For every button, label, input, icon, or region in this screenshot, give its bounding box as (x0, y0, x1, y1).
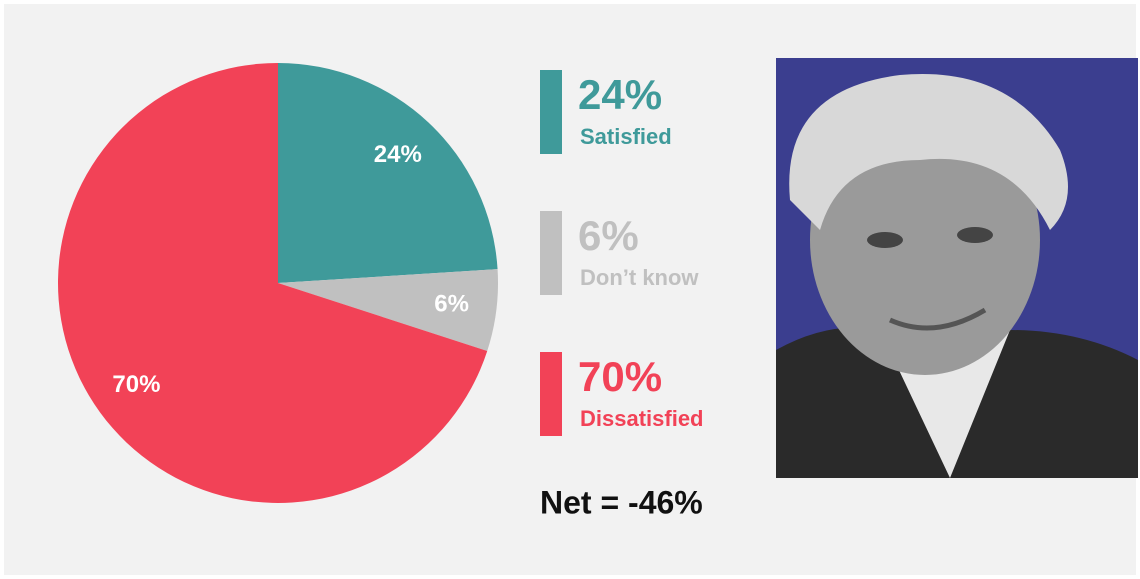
legend-value: 6% (578, 212, 639, 259)
slice-label: 70% (112, 371, 160, 398)
photo (776, 58, 1138, 478)
legend-label: Don’t know (580, 265, 699, 290)
slice-label: 6% (434, 290, 469, 317)
legend-value: 70% (578, 353, 662, 400)
chart: Net = -46% 24% 24% Satisfied 6% 6% Don’t know… (0, 0, 1140, 579)
photo-eye (957, 227, 993, 243)
legend-swatch (540, 211, 562, 295)
legend-value: 24% (578, 71, 662, 118)
net-annotation: Net = -46% (540, 484, 703, 520)
slice-label: 24% (374, 141, 422, 168)
legend-swatch (540, 352, 562, 436)
legend-label: Dissatisfied (580, 406, 704, 431)
photo-eye (867, 232, 903, 248)
legend-label: Satisfied (580, 124, 672, 149)
legend-swatch (540, 70, 562, 154)
